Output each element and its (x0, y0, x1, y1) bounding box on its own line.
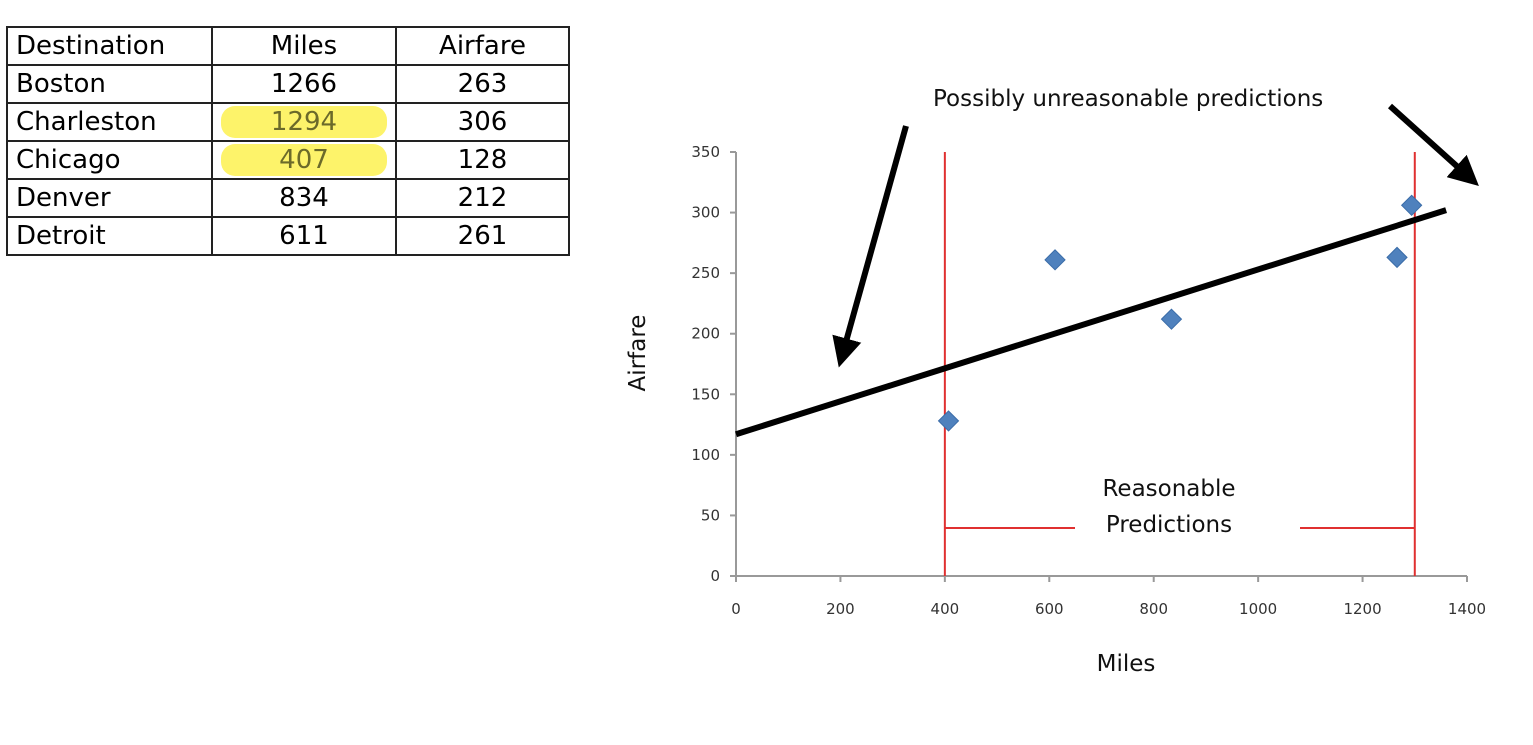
table-row: Chicago 407 128 (6, 140, 570, 180)
y-tick-label: 100 (691, 446, 720, 464)
column-header-destination: Destination (6, 26, 213, 66)
cell-airfare: 128 (395, 140, 570, 180)
x-tick-label: 200 (826, 600, 855, 618)
data-point (1160, 308, 1183, 330)
y-tick-label: 300 (691, 204, 720, 222)
table-row: Boston 1266 263 (6, 64, 570, 104)
cell-miles: 611 (211, 216, 397, 256)
chart-axes: 0 50 100 150 200 250 300 350 0 200 400 600 800 1000 12… (691, 143, 1486, 618)
y-axis-title: Airfare (625, 315, 651, 392)
cell-airfare: 261 (395, 216, 570, 256)
data-point (1386, 246, 1408, 269)
highlighted-value: 407 (221, 144, 387, 176)
cell-destination: Charleston (6, 102, 213, 142)
x-tick-label: 800 (1139, 600, 1168, 618)
data-table: Destination Miles Airfare Boston 1266 263 C… (6, 26, 570, 256)
x-axis-title: Miles (1097, 651, 1156, 677)
cell-destination: Chicago (6, 140, 213, 180)
cell-airfare: 306 (395, 102, 570, 142)
table-row: Denver 834 212 (6, 178, 570, 218)
data-point (1400, 194, 1423, 217)
table-row: Detroit 611 261 (6, 216, 570, 256)
cell-miles: 1266 (211, 64, 397, 104)
y-tick-label: 250 (691, 264, 720, 282)
cell-destination: Boston (6, 64, 213, 104)
cell-destination: Detroit (6, 216, 213, 256)
data-point (1044, 249, 1066, 271)
reasonable-annotation-line2: Predictions (1106, 512, 1232, 538)
highlighted-value: 1294 (221, 106, 387, 138)
cell-airfare: 212 (395, 178, 570, 218)
data-points (937, 194, 1423, 432)
y-tick-label: 200 (691, 325, 720, 343)
cell-miles: 834 (211, 178, 397, 218)
x-tick-label: 0 (731, 600, 741, 618)
cell-miles: 407 (211, 140, 397, 180)
y-tick-label: 150 (691, 385, 720, 403)
annotations: Possibly unreasonable predictions Reason… (832, 86, 1479, 538)
cell-miles: 1294 (211, 102, 397, 142)
x-tick-label: 400 (931, 600, 960, 618)
x-tick-label: 1000 (1239, 600, 1277, 618)
y-tick-label: 50 (701, 506, 720, 524)
column-header-miles: Miles (211, 26, 397, 66)
regression-line-group (735, 207, 1448, 438)
left-arrow (832, 125, 909, 368)
y-tick-label: 0 (710, 567, 720, 585)
cell-destination: Denver (6, 178, 213, 218)
x-tick-label: 1400 (1448, 600, 1486, 618)
reasonable-annotation-line1: Reasonable (1102, 476, 1235, 502)
right-arrow (1387, 103, 1479, 187)
x-tick-label: 600 (1035, 600, 1064, 618)
cell-airfare: 263 (395, 64, 570, 104)
regression-line (735, 207, 1448, 438)
table-header-row: Destination Miles Airfare (6, 26, 570, 66)
x-tick-label: 1200 (1343, 600, 1381, 618)
y-tick-label: 350 (691, 143, 720, 161)
unreasonable-annotation: Possibly unreasonable predictions (933, 86, 1323, 112)
data-point (937, 410, 960, 432)
table-row: Charleston 1294 306 (6, 102, 570, 142)
column-header-airfare: Airfare (395, 26, 570, 66)
